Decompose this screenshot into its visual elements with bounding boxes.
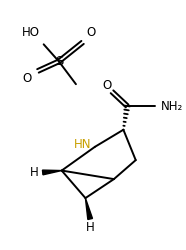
Text: S: S [55,55,63,68]
Text: O: O [86,26,96,40]
Polygon shape [42,170,62,175]
Text: O: O [103,79,112,92]
Text: H: H [86,221,94,234]
Text: HN: HN [74,138,91,151]
Text: O: O [22,72,31,85]
Polygon shape [85,198,92,220]
Text: HO: HO [22,26,40,40]
Text: H: H [30,166,39,179]
Text: NH₂: NH₂ [161,100,184,112]
